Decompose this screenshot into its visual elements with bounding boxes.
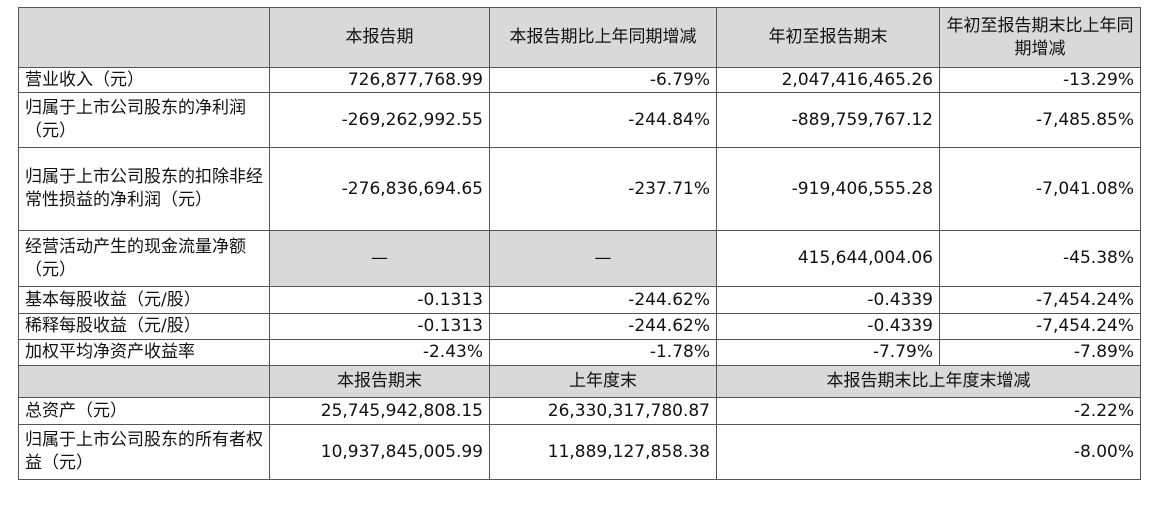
header-ytd: 年初至报告期末 xyxy=(716,7,940,68)
cell-value: 25,745,942,808.15 xyxy=(269,397,490,425)
table-row: 稀释每股收益（元/股） -0.1313 -244.62% -0.4339 -7,… xyxy=(18,313,1141,340)
cell-value: -889,759,767.12 xyxy=(716,92,940,148)
financial-table: 本报告期 本报告期比上年同期增减 年初至报告期末 年初至报告期末比上年同期增减 … xyxy=(18,7,1141,480)
table-row: 基本每股收益（元/股） -0.1313 -244.62% -0.4339 -7,… xyxy=(18,286,1141,314)
cell-value: -244.62% xyxy=(489,286,717,314)
cell-value: -7,454.24% xyxy=(939,313,1141,340)
cell-value: -7.79% xyxy=(716,339,940,366)
cell-value: 726,877,768.99 xyxy=(269,67,490,93)
cell-value: -45.38% xyxy=(939,230,1141,287)
cell-value: -269,262,992.55 xyxy=(269,92,490,148)
cell-value: -6.79% xyxy=(489,67,717,93)
cell-value: -0.1313 xyxy=(269,313,490,340)
table-row: 经营活动产生的现金流量净额（元） — — 415,644,004.06 -45.… xyxy=(18,230,1141,287)
row-label: 经营活动产生的现金流量净额（元） xyxy=(18,230,270,287)
cell-value: -0.4339 xyxy=(716,313,940,340)
table-row: 归属于上市公司股东的净利润（元） -269,262,992.55 -244.84… xyxy=(18,92,1141,148)
cell-value: -919,406,555.28 xyxy=(716,147,940,231)
subheader-row: 本报告期末 上年度末 本报告期末比上年度末增减 xyxy=(18,365,1141,398)
cell-value: — xyxy=(269,230,490,287)
cell-value: -2.43% xyxy=(269,339,490,366)
header-current-period-change: 本报告期比上年同期增减 xyxy=(489,7,717,68)
cell-value: 11,889,127,858.38 xyxy=(489,424,717,480)
cell-value: -2.22% xyxy=(716,397,1141,425)
header-ytd-change: 年初至报告期末比上年同期增减 xyxy=(939,7,1141,68)
subheader-prior-year-end: 上年度末 xyxy=(489,365,717,398)
header-current-period: 本报告期 xyxy=(269,7,490,68)
cell-value: -244.84% xyxy=(489,92,717,148)
table-row: 营业收入（元） 726,877,768.99 -6.79% 2,047,416,… xyxy=(18,67,1141,93)
cell-value: -13.29% xyxy=(939,67,1141,93)
subheader-corner xyxy=(18,365,270,398)
cell-value: -1.78% xyxy=(489,339,717,366)
cell-value: -276,836,694.65 xyxy=(269,147,490,231)
cell-value: -7,485.85% xyxy=(939,92,1141,148)
cell-value: -7,041.08% xyxy=(939,147,1141,231)
row-label: 营业收入（元） xyxy=(18,67,270,93)
cell-value: 2,047,416,465.26 xyxy=(716,67,940,93)
row-label: 归属于上市公司股东的所有者权益（元） xyxy=(18,424,270,480)
table-row: 归属于上市公司股东的所有者权益（元） 10,937,845,005.99 11,… xyxy=(18,424,1141,480)
cell-value: 26,330,317,780.87 xyxy=(489,397,717,425)
cell-value: -0.1313 xyxy=(269,286,490,314)
cell-value: 415,644,004.06 xyxy=(716,230,940,287)
cell-value: -8.00% xyxy=(716,424,1141,480)
row-label: 稀释每股收益（元/股） xyxy=(18,313,270,340)
row-label: 基本每股收益（元/股） xyxy=(18,286,270,314)
table-row: 总资产（元） 25,745,942,808.15 26,330,317,780.… xyxy=(18,397,1141,425)
cell-value: -244.62% xyxy=(489,313,717,340)
header-row: 本报告期 本报告期比上年同期增减 年初至报告期末 年初至报告期末比上年同期增减 xyxy=(18,7,1141,68)
cell-value: -237.71% xyxy=(489,147,717,231)
cell-value: 10,937,845,005.99 xyxy=(269,424,490,480)
subheader-change: 本报告期末比上年度末增减 xyxy=(716,365,1141,398)
cell-value: — xyxy=(489,230,717,287)
table-row: 加权平均净资产收益率 -2.43% -1.78% -7.79% -7.89% xyxy=(18,339,1141,366)
row-label: 总资产（元） xyxy=(18,397,270,425)
row-label: 加权平均净资产收益率 xyxy=(18,339,270,366)
table-row: 归属于上市公司股东的扣除非经常性损益的净利润（元） -276,836,694.6… xyxy=(18,147,1141,231)
cell-value: -7,454.24% xyxy=(939,286,1141,314)
header-corner xyxy=(18,7,270,68)
cell-value: -0.4339 xyxy=(716,286,940,314)
row-label: 归属于上市公司股东的扣除非经常性损益的净利润（元） xyxy=(18,147,270,231)
subheader-period-end: 本报告期末 xyxy=(269,365,490,398)
row-label: 归属于上市公司股东的净利润（元） xyxy=(18,92,270,148)
cell-value: -7.89% xyxy=(939,339,1141,366)
